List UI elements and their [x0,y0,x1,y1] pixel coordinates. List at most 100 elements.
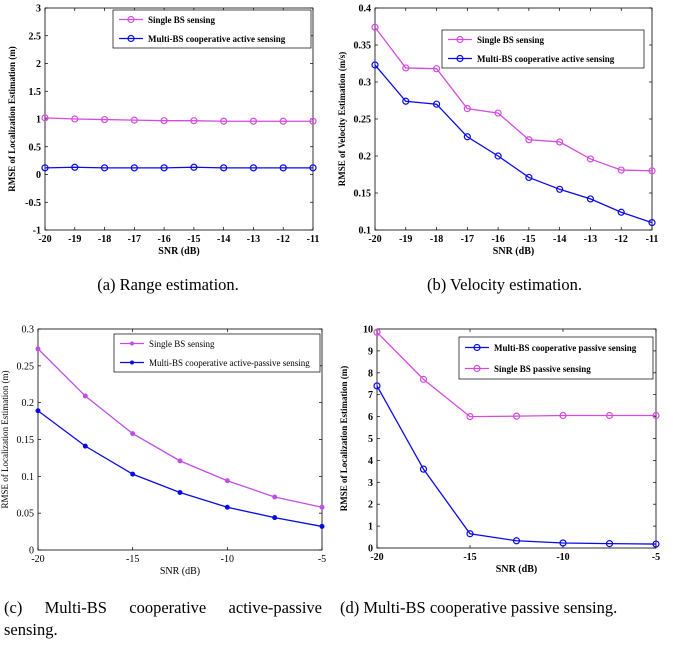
y-tick-label: 3 [36,4,41,15]
data-point [466,412,474,421]
x-axis-label: SNR (dB) [160,566,200,577]
data-point [586,195,595,203]
x-tick-label: -12 [277,234,290,245]
y-tick-label: 0 [36,170,41,181]
y-tick-label: 5 [368,434,373,445]
data-point [466,530,474,538]
data-point [525,136,533,144]
data-point [272,494,278,500]
y-tick-label: 0.2 [359,152,372,163]
x-tick-label: -16 [491,234,504,245]
y-tick-label: 0.05 [17,509,35,520]
y-tick-label: 2 [368,500,373,511]
chart-passive-sensing: -20 -15 -10 -5 0 1 2 3 4 5 6 7 8 9 10 SNR (dB) RMSE of L… [339,325,660,576]
data-point [224,478,230,484]
series-line-1 [374,64,653,224]
legend-label: Multi-BS cooperative active sensing [477,54,615,64]
x-tick-label: -11 [307,234,320,245]
data-point [190,117,198,125]
x-axis-label: SNR (dB) [496,564,537,575]
data-point [463,133,471,141]
x-tick-label: -14 [217,234,230,245]
x-tick-label: -19 [68,234,81,245]
data-point [371,23,379,31]
x-tick-label: -18 [98,234,111,245]
y-tick-label: 2.5 [29,31,42,42]
data-point [100,164,109,172]
data-point [419,375,428,383]
data-point [512,412,521,420]
data-point [130,164,138,172]
data-point [160,117,168,125]
x-tick-label: -11 [646,234,659,245]
caption-d: (d) Multi-BS cooperative passive sensing… [340,598,618,617]
data-point [559,539,567,547]
y-tick-label: 0.15 [17,435,35,446]
chart-velocity-estimation: -20 -19 -18 -17 -16 -15 -14 -13 -12 -11 0.1 0.15 0.2… [337,4,659,258]
data-point [41,164,49,172]
y-tick-label: 8 [368,368,373,379]
series-line-1 [376,331,656,418]
data-point [652,540,660,548]
x-tick-label: -15 [187,234,200,245]
x-tick-label: -12 [615,234,628,245]
data-point [177,490,183,496]
x-tick-label: -10 [221,554,234,565]
data-point [402,64,410,72]
legend-box [112,9,312,49]
x-tick-label: -15 [463,552,476,563]
x-tick-label: -13 [584,234,597,245]
x-tick-label: -18 [430,234,443,245]
legend-marker [130,341,134,346]
data-point [100,115,109,124]
data-point [648,219,656,227]
data-point [648,167,656,175]
chart-active-passive-sensing: -20 -15 -10 -5 0 0.05 0.1 0.15 0.2 0.25 0.3 SNR (dB… [0,325,326,578]
data-point [373,382,381,390]
y-tick-label: 6 [368,412,373,423]
data-point [432,100,441,108]
series-line-0 [376,385,657,545]
legend-label: Single BS sensing [477,35,545,45]
data-point [220,117,228,125]
data-point [605,411,614,420]
y-tick-label: 0 [29,546,34,557]
y-tick-label: 0.1 [359,226,372,237]
series-line-0 [44,117,313,122]
y-axis-label: RMSE of Localization Estimation (m) [7,46,17,192]
data-point [249,117,258,125]
y-tick-label: 2 [36,59,41,70]
data-point [586,155,595,163]
y-tick-label: 0.25 [354,115,372,126]
legend-box [458,336,654,380]
data-point [177,458,183,464]
y-tick-label: 3 [368,478,373,489]
chart-range-estimation: -20 -19 -18 -17 -16 -15 -14 -13 -12 -11 -1 -0.5 0 0.5… [7,4,320,258]
series-line-0 [374,26,653,172]
data-point [402,97,410,105]
data-point [319,523,325,529]
data-point [463,105,471,113]
data-point [130,471,136,477]
legend-marker [456,35,464,44]
x-tick-label: -20 [368,234,381,245]
data-point [249,164,258,172]
data-point [419,465,428,473]
data-point [617,208,625,216]
series-line-1 [44,166,313,169]
legend-label: Single BS passive sensing [494,364,591,374]
data-point [617,166,625,174]
y-tick-label: 0.3 [359,78,372,89]
data-point [309,117,317,125]
y-tick-label: 0.5 [29,142,42,153]
data-point [432,65,441,73]
x-tick-label: -15 [126,554,139,565]
x-tick-label: -17 [461,234,474,245]
y-tick-label: 0.4 [359,4,372,15]
y-tick-label: 9 [368,346,373,357]
caption-a: (a) Range estimation. [97,275,239,294]
x-tick-label: -5 [318,554,326,565]
y-axis-label: RMSE of Velocity Estimation (m/s) [337,52,347,187]
x-tick-label: -13 [247,234,260,245]
y-tick-label: 7 [368,390,373,401]
